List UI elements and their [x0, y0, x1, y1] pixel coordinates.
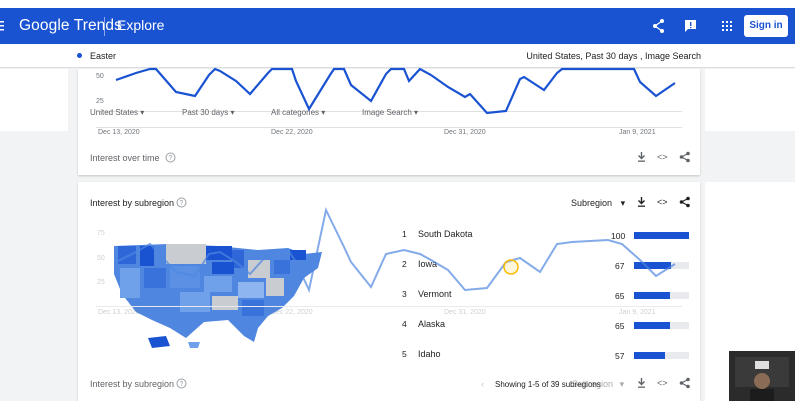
filters-summary: United States, Past 30 days , Image Sear…	[526, 51, 701, 61]
svg-text:?: ?	[168, 155, 172, 162]
region-filter-label: United States	[90, 108, 139, 117]
dropdown-arrow-icon: ▾	[140, 108, 145, 117]
interest-by-subregion-card: Interest by subregion ? Subregion ▾ <> 1	[78, 182, 700, 401]
ghost-x-tick-2: Dec 22, 2020	[271, 309, 313, 316]
term-color-dot	[77, 53, 82, 58]
x-tick-4: Jan 9, 2021	[619, 129, 656, 136]
ghost-y-tick-75: 75	[97, 230, 105, 237]
ghost-y-tick-25: 25	[97, 279, 105, 286]
subregion-dropdown[interactable]: Subregion ▾	[571, 198, 625, 209]
rank-3: 3	[402, 289, 407, 299]
search-type-filter[interactable]: Image Search ▾	[362, 108, 418, 117]
subregion-value-4: 65	[615, 321, 625, 331]
search-term[interactable]: Easter	[90, 51, 117, 61]
dropdown-arrow-icon: ▾	[619, 379, 625, 389]
ghost-axis-line	[96, 306, 682, 307]
x-tick-2: Dec 22, 2020	[271, 129, 313, 136]
header-divider	[104, 17, 105, 36]
rank-2: 2	[402, 259, 407, 269]
apps-icon[interactable]	[720, 18, 736, 34]
footer-subregion-dropdown[interactable]: Subregion ▾	[572, 379, 624, 390]
subregion-value-5: 57	[615, 351, 625, 361]
webcam-overlay	[729, 351, 795, 401]
embed-icon[interactable]: <>	[657, 197, 668, 207]
subregion-name-5[interactable]: Idaho	[418, 349, 441, 359]
ghost-x-tick-4: Jan 9, 2021	[619, 309, 656, 316]
dropdown-arrow-icon: ▾	[414, 108, 419, 117]
interest-over-time-line	[115, 67, 676, 115]
search-term-bar: Easter United States, Past 30 days , Ima…	[0, 44, 795, 68]
region-filter[interactable]: United States ▾	[90, 108, 144, 117]
share-icon[interactable]	[651, 18, 667, 34]
search-type-filter-label: Image Search	[362, 108, 412, 117]
category-filter-label: All categories	[271, 108, 320, 117]
interest-over-time-card: 50 25 United States ▾ Past 30 days ▾ All…	[78, 67, 700, 175]
svg-text:?: ?	[179, 381, 183, 388]
value-bar-4	[634, 322, 670, 329]
ghost-trend-line	[115, 206, 676, 294]
subregion-name-4[interactable]: Alaska	[418, 319, 446, 329]
side-panel-right	[705, 69, 795, 131]
feedback-icon[interactable]	[683, 18, 699, 34]
subregion-footer-title: Interest by subregion	[90, 379, 175, 389]
dropdown-arrow-icon: ▾	[620, 198, 626, 208]
chevron-left-icon[interactable]: ‹	[481, 379, 484, 389]
x-axis-line	[96, 127, 682, 128]
rank-4: 4	[402, 319, 407, 329]
x-tick-1: Dec 13, 2020	[98, 129, 140, 136]
app-header: Google Trends Explore Sign in	[0, 8, 795, 44]
period-filter-label: Past 30 days	[182, 108, 229, 117]
category-filter[interactable]: All categories ▾	[271, 108, 325, 117]
subregion-value-1: 100	[611, 231, 626, 241]
interest-over-time-title: Interest over time	[90, 153, 160, 163]
sign-in-button[interactable]: Sign in	[744, 15, 788, 37]
value-bar-1	[634, 232, 689, 239]
browser-url-strip	[0, 0, 795, 8]
pagination-label: Showing 1-5 of 39 subregions	[495, 380, 601, 389]
ghost-y-tick-50: 50	[97, 255, 105, 262]
ghost-x-tick-3: Dec 31, 2020	[444, 309, 486, 316]
embed-icon[interactable]: <>	[657, 378, 668, 388]
x-tick-3: Dec 31, 2020	[444, 129, 486, 136]
value-bar-5	[634, 352, 666, 359]
subregion-value-3: 65	[615, 291, 625, 301]
footer-subregion-label: Subregion	[572, 379, 614, 389]
dropdown-arrow-icon: ▾	[230, 108, 235, 117]
subregion-card-title: Interest by subregion	[90, 198, 175, 208]
y-tick-50: 50	[96, 73, 104, 80]
rank-1: 1	[402, 229, 407, 239]
ghost-x-tick-1: Dec 13, 2020	[98, 309, 140, 316]
dropdown-arrow-icon: ▾	[321, 108, 326, 117]
google-trends-logo[interactable]: Google Trends	[19, 17, 122, 34]
subregion-name-2[interactable]: Iowa	[418, 259, 438, 269]
rank-5: 5	[402, 349, 407, 359]
y-tick-25: 25	[96, 98, 104, 105]
axis-gridline	[96, 111, 682, 112]
svg-text:?: ?	[179, 200, 183, 207]
subregion-name-1[interactable]: South Dakota	[418, 229, 473, 239]
cursor-highlight	[503, 259, 519, 275]
embed-icon[interactable]: <>	[657, 152, 668, 162]
subregion-dropdown-label: Subregion	[571, 198, 613, 208]
subregion-value-2: 67	[615, 261, 625, 271]
side-panel-left	[0, 69, 68, 131]
us-subregion-map[interactable]	[108, 238, 328, 348]
value-bar-3	[634, 292, 670, 299]
subregion-name-3[interactable]: Vermont	[418, 289, 452, 299]
period-filter[interactable]: Past 30 days ▾	[182, 108, 235, 117]
page-title: Explore	[117, 17, 165, 33]
value-bar-2	[634, 262, 671, 269]
